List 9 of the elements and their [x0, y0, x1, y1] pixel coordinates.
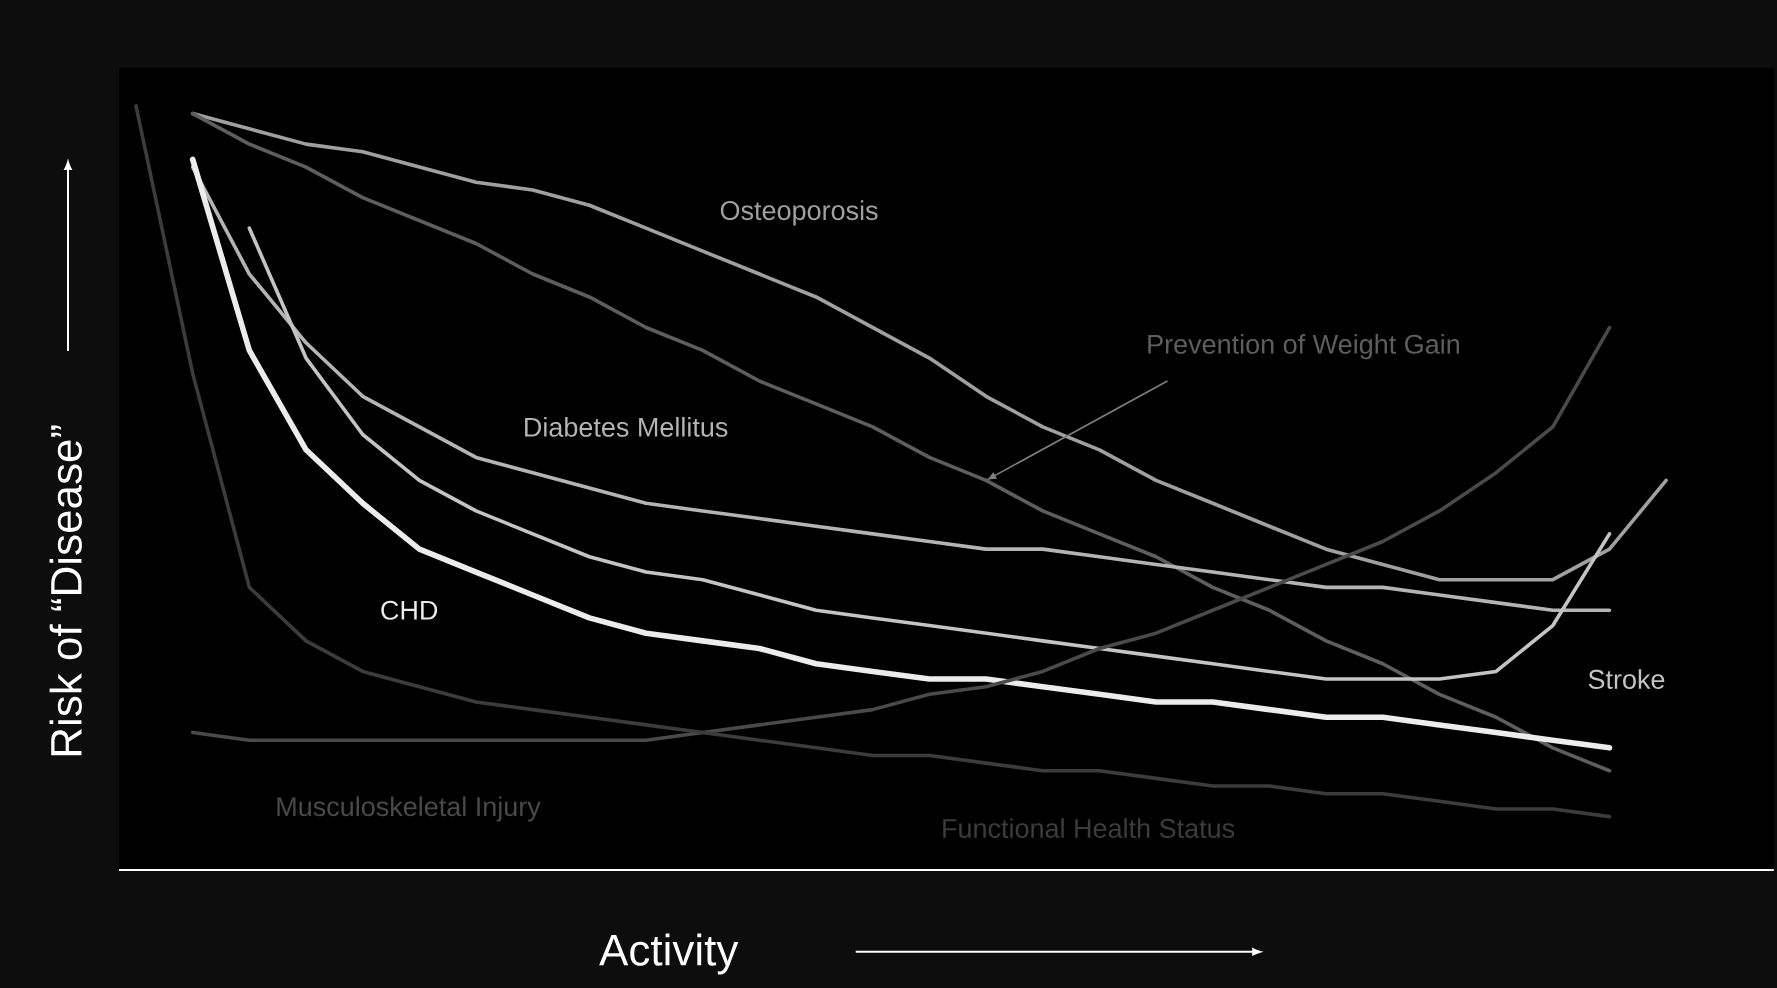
- x-axis-title: Activity: [599, 933, 739, 975]
- text: Prevention of Weight Gain: [1148, 334, 1459, 360]
- series-label: Diabetes Mellitus: [525, 416, 728, 437]
- series-label: CHD: [381, 600, 438, 620]
- text: Musculoskeletal Injury: [277, 796, 541, 822]
- series-label: Osteoporosis: [720, 200, 878, 226]
- y-axis-title: Risk of “Disease”: [49, 425, 82, 756]
- series-label: Functional Health Status: [943, 818, 1235, 838]
- text: Stroke: [1588, 669, 1665, 689]
